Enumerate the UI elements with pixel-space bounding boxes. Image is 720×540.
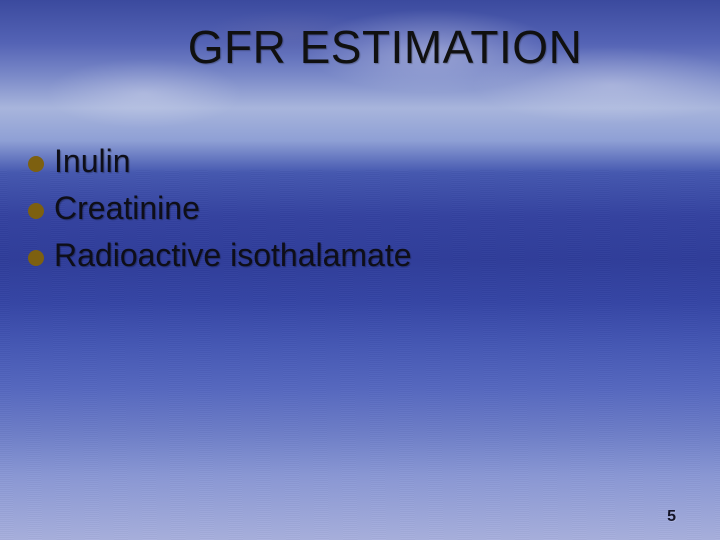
bullet-icon: [28, 250, 44, 266]
slide-title: GFR ESTIMATION: [0, 20, 720, 74]
bullet-list: Inulin Creatinine Radioactive isothalama…: [28, 140, 680, 282]
bullet-text: Inulin: [54, 140, 131, 183]
page-number: 5: [667, 508, 676, 526]
list-item: Creatinine: [28, 187, 680, 230]
slide: GFR ESTIMATION Inulin Creatinine Radioac…: [0, 0, 720, 540]
list-item: Radioactive isothalamate: [28, 234, 680, 277]
bullet-text: Creatinine: [54, 187, 200, 230]
list-item: Inulin: [28, 140, 680, 183]
bullet-icon: [28, 156, 44, 172]
bullet-text: Radioactive isothalamate: [54, 234, 412, 277]
bullet-icon: [28, 203, 44, 219]
